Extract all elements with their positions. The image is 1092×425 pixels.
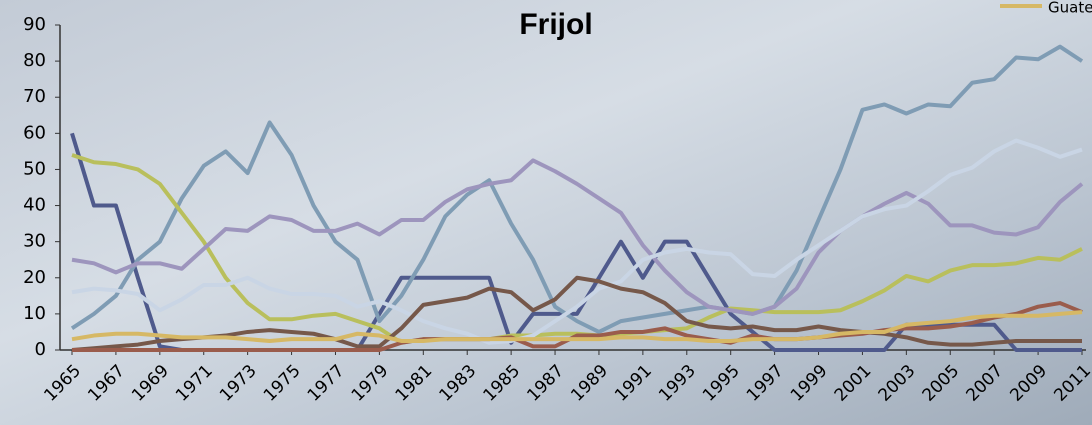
y-tick-label: 80 — [23, 50, 46, 71]
y-tick-label: 60 — [23, 122, 46, 143]
y-tick-label: 30 — [23, 231, 46, 252]
y-tick-label: 90 — [23, 14, 46, 35]
chart: Frijol 010203040506070809019651967196919… — [0, 0, 1092, 425]
legend-label: Guatemala — [1048, 0, 1092, 17]
background — [0, 0, 1092, 425]
y-tick-label: 20 — [23, 267, 46, 288]
y-tick-label: 70 — [23, 86, 46, 107]
y-tick-label: 0 — [35, 339, 46, 360]
y-tick-label: 40 — [23, 195, 46, 216]
chart-title: Frijol — [519, 8, 592, 41]
y-tick-label: 50 — [23, 158, 46, 179]
y-tick-label: 10 — [23, 303, 46, 324]
